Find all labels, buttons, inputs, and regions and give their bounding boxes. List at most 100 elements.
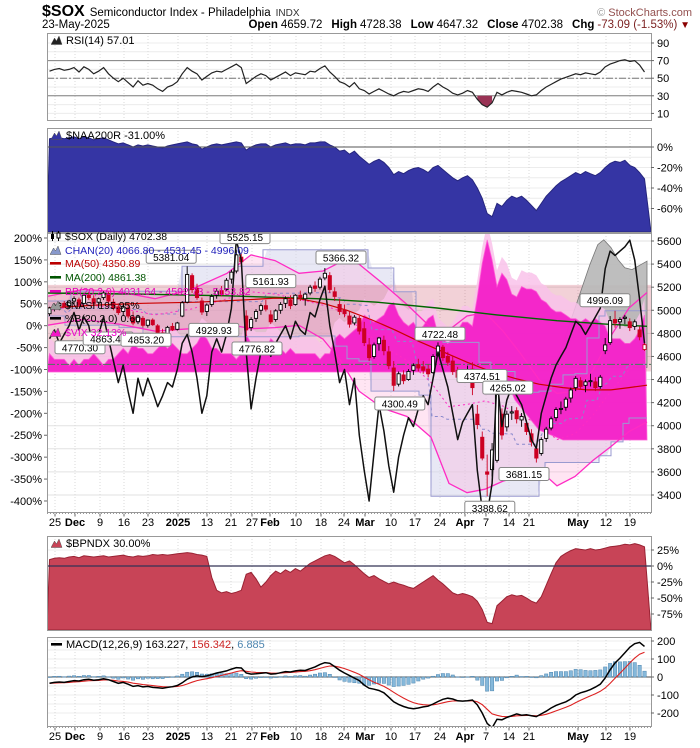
svg-text:4929.93: 4929.93 xyxy=(196,326,233,337)
svg-text:2025: 2025 xyxy=(166,731,190,743)
svg-text:Feb: Feb xyxy=(260,517,280,529)
svg-text:200: 200 xyxy=(657,636,675,648)
svg-text:200%: 200% xyxy=(14,233,42,245)
svg-text:5000: 5000 xyxy=(657,305,681,317)
svg-text:Mar: Mar xyxy=(355,517,375,529)
svg-text:10: 10 xyxy=(385,731,397,743)
svg-text:0: 0 xyxy=(657,672,663,684)
svg-text:17: 17 xyxy=(409,731,421,743)
svg-text:5381.04: 5381.04 xyxy=(153,253,190,264)
svg-text:4722.48: 4722.48 xyxy=(422,330,459,341)
svg-text:14: 14 xyxy=(503,517,515,529)
svg-text:-150%: -150% xyxy=(10,386,42,398)
svg-text:4000: 4000 xyxy=(657,421,681,433)
svg-text:100: 100 xyxy=(657,654,675,666)
ohlc-quote: Open 4659.72 High 4728.38 Low 4647.32 Close 470… xyxy=(248,19,690,31)
svg-text:Apr: Apr xyxy=(456,731,476,743)
copyright-icon: © xyxy=(597,7,606,19)
svg-text:3400: 3400 xyxy=(657,490,681,502)
svg-text:25: 25 xyxy=(49,731,61,743)
svg-text:May: May xyxy=(567,517,589,529)
svg-text:21: 21 xyxy=(225,517,237,529)
svg-text:-50%: -50% xyxy=(657,593,683,605)
naa-plot xyxy=(47,128,651,232)
svg-text:-60%: -60% xyxy=(657,204,683,216)
svg-text:0%: 0% xyxy=(26,321,42,333)
svg-text:21: 21 xyxy=(523,731,535,743)
svg-text:13: 13 xyxy=(201,731,213,743)
svg-text:19: 19 xyxy=(624,731,636,743)
svg-text:Mar: Mar xyxy=(355,731,375,743)
svg-text:100%: 100% xyxy=(14,277,42,289)
svg-text:12: 12 xyxy=(600,517,612,529)
svg-text:3800: 3800 xyxy=(657,444,681,456)
svg-text:21: 21 xyxy=(225,731,237,743)
svg-text:14: 14 xyxy=(503,731,515,743)
svg-text:4996.09: 4996.09 xyxy=(587,296,624,307)
svg-text:24: 24 xyxy=(338,731,350,743)
svg-text:19: 19 xyxy=(624,517,636,529)
svg-text:-350%: -350% xyxy=(10,474,42,486)
svg-text:27: 27 xyxy=(246,731,258,743)
svg-text:-100: -100 xyxy=(657,690,679,702)
svg-text:2025: 2025 xyxy=(166,517,190,529)
rsi-plot xyxy=(47,33,651,120)
svg-text:5525.15: 5525.15 xyxy=(227,233,264,244)
symbol-title: $SOX Semiconductor Index - Philadelphia IN… xyxy=(42,3,300,21)
svg-text:3681.15: 3681.15 xyxy=(506,470,543,481)
svg-text:5600: 5600 xyxy=(657,236,681,248)
svg-text:25: 25 xyxy=(49,517,61,529)
svg-text:50%: 50% xyxy=(20,299,42,311)
svg-text:18: 18 xyxy=(315,731,327,743)
svg-text:5366.32: 5366.32 xyxy=(323,253,360,264)
svg-text:10: 10 xyxy=(290,731,302,743)
svg-text:Feb: Feb xyxy=(260,731,280,743)
svg-text:150%: 150% xyxy=(14,255,42,267)
svg-text:24: 24 xyxy=(434,517,446,529)
svg-text:-25%: -25% xyxy=(657,577,683,589)
svg-text:-75%: -75% xyxy=(657,609,683,621)
svg-text:90: 90 xyxy=(657,38,669,50)
bp-plot xyxy=(47,536,651,630)
svg-text:4600: 4600 xyxy=(657,351,681,363)
svg-text:13: 13 xyxy=(201,517,213,529)
svg-text:21: 21 xyxy=(523,517,535,529)
quote-date: 23-May-2025 xyxy=(42,19,110,31)
symbol-exchange: INDX xyxy=(275,8,300,19)
symbol-name: Semiconductor Index - Philadelphia xyxy=(89,7,271,19)
svg-text:4400: 4400 xyxy=(657,375,681,387)
svg-text:9: 9 xyxy=(97,731,103,743)
svg-text:-40%: -40% xyxy=(657,183,683,195)
svg-text:Apr: Apr xyxy=(456,517,476,529)
svg-text:4200: 4200 xyxy=(657,398,681,410)
svg-text:16: 16 xyxy=(118,517,130,529)
svg-text:-20%: -20% xyxy=(657,163,683,175)
svg-text:3600: 3600 xyxy=(657,467,681,479)
svg-text:30: 30 xyxy=(657,91,669,103)
svg-text:50: 50 xyxy=(657,73,669,85)
svg-text:24: 24 xyxy=(338,517,350,529)
macd-plot xyxy=(47,637,651,726)
svg-text:4770.30: 4770.30 xyxy=(62,343,99,354)
svg-text:4863.40: 4863.40 xyxy=(90,335,127,346)
svg-text:4265.02: 4265.02 xyxy=(490,384,527,395)
svg-text:May: May xyxy=(567,731,589,743)
svg-text:-200%: -200% xyxy=(10,408,42,420)
svg-text:10: 10 xyxy=(657,108,669,120)
svg-text:-300%: -300% xyxy=(10,452,42,464)
svg-text:10: 10 xyxy=(385,517,397,529)
brand: © StockCharts.com xyxy=(597,7,692,19)
svg-text:5200: 5200 xyxy=(657,282,681,294)
svg-text:9: 9 xyxy=(97,517,103,529)
svg-text:7: 7 xyxy=(483,731,489,743)
svg-text:70: 70 xyxy=(657,56,669,68)
svg-text:3388.62: 3388.62 xyxy=(472,504,509,515)
chart-header: $SOX Semiconductor Index - Philadelphia IN… xyxy=(42,3,692,21)
change-down-icon: ▼ xyxy=(677,20,690,31)
svg-text:4776.82: 4776.82 xyxy=(239,345,276,356)
svg-text:23: 23 xyxy=(142,731,154,743)
svg-text:16: 16 xyxy=(118,731,130,743)
svg-text:24: 24 xyxy=(434,731,446,743)
